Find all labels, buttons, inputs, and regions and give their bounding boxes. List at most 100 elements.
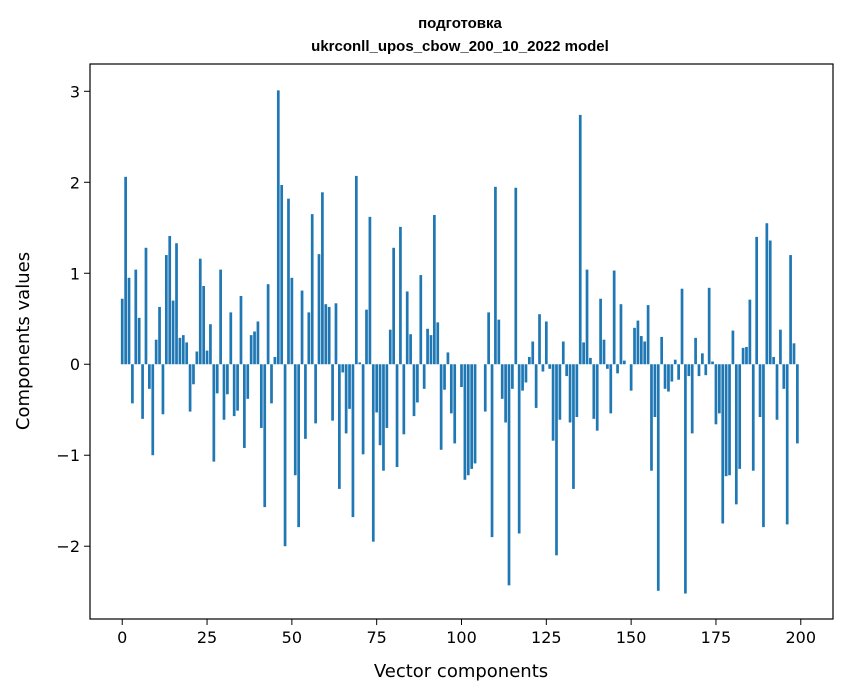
bar	[772, 356, 775, 365]
bar	[680, 288, 684, 365]
bar	[209, 324, 212, 365]
bar	[463, 364, 467, 480]
x-tick-label: 175	[701, 628, 732, 647]
bar	[290, 277, 294, 365]
bar	[731, 330, 735, 365]
bar	[120, 298, 124, 365]
x-tick-label: 0	[117, 628, 127, 647]
bar	[226, 364, 229, 395]
bar	[344, 364, 348, 434]
bar	[500, 364, 504, 399]
x-tick-label: 25	[197, 628, 217, 647]
bar	[134, 269, 138, 365]
bar	[745, 346, 748, 365]
bar	[334, 303, 338, 365]
bar	[494, 186, 497, 365]
x-tick-label: 125	[531, 628, 562, 647]
bar	[507, 364, 511, 586]
bar	[188, 364, 192, 412]
bar	[419, 275, 423, 365]
bar	[714, 364, 718, 425]
bar	[453, 364, 457, 444]
bar	[137, 317, 141, 365]
bar	[232, 364, 236, 417]
bar	[276, 90, 280, 365]
y-tick-label: 0	[70, 355, 80, 374]
bar	[728, 364, 731, 476]
bar	[283, 364, 287, 547]
bar	[215, 364, 219, 394]
bar	[572, 364, 575, 489]
bar	[667, 364, 670, 392]
x-tick-label: 50	[282, 628, 302, 647]
y-axis-label: Components values	[13, 252, 34, 430]
bar	[541, 364, 545, 372]
bar	[127, 277, 131, 365]
bar	[578, 114, 582, 365]
bar	[711, 361, 714, 365]
bar	[528, 356, 531, 365]
bar	[321, 192, 324, 365]
bar	[416, 364, 419, 403]
bar	[789, 255, 792, 365]
plot-frame	[89, 63, 834, 620]
bar	[148, 364, 151, 389]
bar	[436, 322, 440, 365]
bar	[351, 364, 355, 518]
bar	[602, 339, 606, 365]
bar	[534, 364, 538, 408]
bar	[639, 336, 643, 365]
bar	[171, 300, 175, 365]
bar	[402, 364, 406, 435]
bar	[483, 364, 487, 412]
bar	[677, 364, 680, 380]
bar	[531, 341, 535, 365]
x-axis-label: Vector components	[374, 661, 548, 682]
bar	[202, 286, 206, 365]
bar	[385, 364, 389, 428]
bar	[738, 364, 742, 469]
bar	[643, 341, 647, 365]
bar	[561, 341, 565, 365]
bar	[219, 269, 222, 365]
bar	[487, 312, 490, 365]
bar	[246, 364, 250, 399]
bar	[660, 336, 664, 365]
bar	[141, 364, 144, 419]
bar	[765, 223, 769, 365]
bar	[229, 312, 233, 365]
bar	[310, 214, 314, 365]
bar	[378, 364, 382, 446]
bar	[293, 364, 297, 476]
x-tick-label: 200	[785, 628, 816, 647]
bar	[307, 312, 311, 365]
bar	[734, 364, 738, 505]
bar	[548, 364, 552, 369]
bar	[331, 364, 334, 421]
bar	[589, 357, 592, 365]
bar	[782, 364, 786, 389]
bar	[690, 364, 694, 434]
bar	[616, 364, 619, 374]
bar	[599, 298, 602, 365]
bar	[192, 364, 195, 385]
bar	[395, 364, 399, 468]
bar	[446, 352, 450, 365]
bar	[341, 364, 345, 373]
bar	[629, 364, 633, 391]
bar	[524, 364, 528, 383]
bar	[429, 335, 433, 365]
bar	[684, 364, 687, 594]
bars-group	[120, 90, 799, 594]
bar	[762, 364, 765, 528]
bar	[365, 309, 368, 365]
y-tick-label: 1	[70, 264, 80, 283]
bar	[354, 175, 358, 365]
bar	[205, 350, 209, 365]
bar	[504, 364, 507, 423]
bar	[585, 269, 589, 365]
bar	[551, 364, 555, 441]
bar	[249, 335, 253, 365]
bar	[297, 364, 300, 528]
bar	[717, 364, 721, 414]
